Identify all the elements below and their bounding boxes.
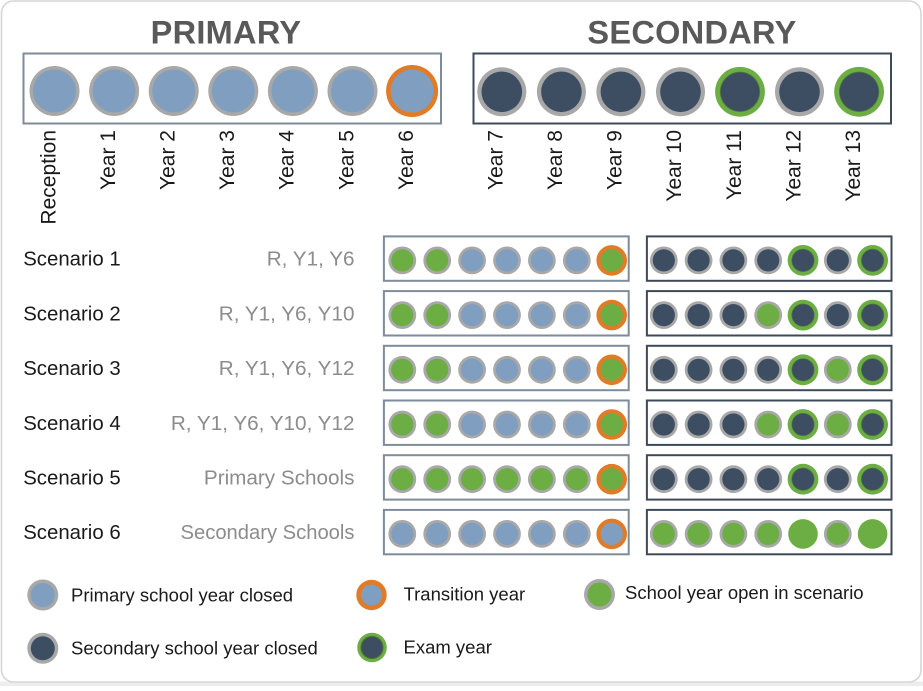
svg-text:Scenario 3: Scenario 3: [23, 358, 120, 380]
svg-text:Scenario 5: Scenario 5: [23, 468, 120, 490]
svg-text:Primary school year closed: Primary school year closed: [71, 585, 293, 606]
svg-text:Year 5: Year 5: [335, 130, 358, 190]
svg-text:Secondary school year closed: Secondary school year closed: [71, 638, 318, 659]
svg-text:Year 10: Year 10: [663, 130, 686, 202]
svg-text:Year 12: Year 12: [782, 130, 805, 202]
svg-text:Secondary Schools: Secondary Schools: [181, 522, 355, 544]
svg-text:PRIMARY: PRIMARY: [151, 15, 302, 51]
svg-text:Year 2: Year 2: [157, 130, 180, 190]
svg-text:Year 6: Year 6: [395, 130, 418, 190]
svg-text:Year 11: Year 11: [723, 130, 746, 200]
svg-text:R, Y1, Y6, Y10, Y12: R, Y1, Y6, Y10, Y12: [171, 412, 355, 435]
svg-text:Scenario 4: Scenario 4: [23, 413, 120, 435]
svg-text:R, Y1, Y6, Y12: R, Y1, Y6, Y12: [219, 357, 355, 380]
svg-text:Exam year: Exam year: [404, 637, 492, 658]
svg-text:Year 9: Year 9: [604, 130, 627, 190]
svg-text:Year 8: Year 8: [544, 130, 567, 190]
svg-text:Scenario 6: Scenario 6: [23, 522, 120, 544]
svg-text:School year open in scenario: School year open in scenario: [625, 582, 864, 603]
svg-text:Year 7: Year 7: [485, 130, 508, 190]
svg-text:Reception: Reception: [37, 130, 60, 225]
svg-text:Year 3: Year 3: [216, 130, 239, 190]
svg-text:R, Y1, Y6: R, Y1, Y6: [267, 248, 355, 271]
svg-text:Primary Schools: Primary Schools: [204, 467, 355, 490]
svg-text:Year 1: Year 1: [97, 130, 120, 190]
svg-text:Transition year: Transition year: [404, 584, 526, 605]
svg-text:Scenario 2: Scenario 2: [23, 303, 120, 325]
svg-text:Year 13: Year 13: [842, 130, 865, 202]
svg-text:R, Y1, Y6, Y10: R, Y1, Y6, Y10: [219, 302, 355, 325]
svg-text:SECONDARY: SECONDARY: [587, 15, 796, 51]
svg-text:Scenario 1: Scenario 1: [23, 249, 120, 271]
svg-text:Year 4: Year 4: [276, 130, 299, 190]
